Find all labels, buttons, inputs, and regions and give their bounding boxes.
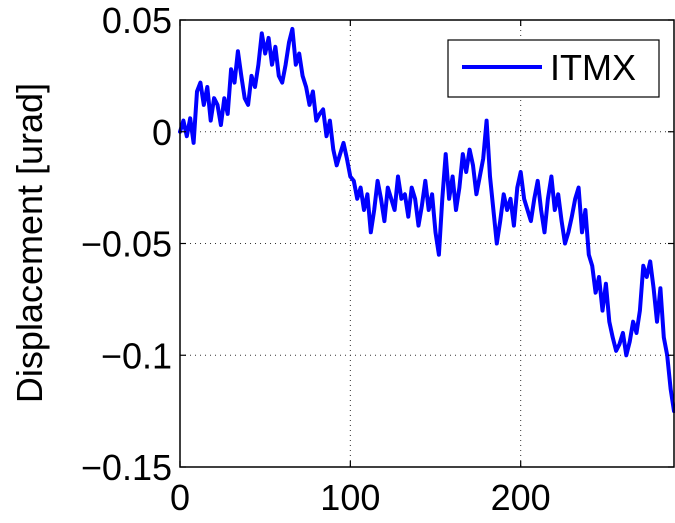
axis-ticks xyxy=(179,19,674,468)
y-axis-label: Displacement [urad] xyxy=(9,83,50,403)
series-line-itmx xyxy=(178,26,675,414)
y-tick-label: −0.15 xyxy=(81,447,172,488)
y-tick-label: −0.1 xyxy=(101,335,172,376)
x-tick-label: 200 xyxy=(491,477,551,518)
y-tick-label: 0 xyxy=(152,112,172,153)
x-tick-labels: 0 100 200 xyxy=(170,477,551,518)
y-tick-label: 0.05 xyxy=(102,0,172,41)
legend: ITMX xyxy=(447,39,660,98)
series-layer xyxy=(178,26,675,414)
y-tick-label: −0.05 xyxy=(81,224,172,265)
legend-label-itmx: ITMX xyxy=(550,47,636,88)
x-tick-label: 0 xyxy=(170,477,190,518)
y-tick-labels: 0.05 0 −0.05 −0.1 −0.15 xyxy=(81,0,172,488)
x-tick-label: 100 xyxy=(320,477,380,518)
